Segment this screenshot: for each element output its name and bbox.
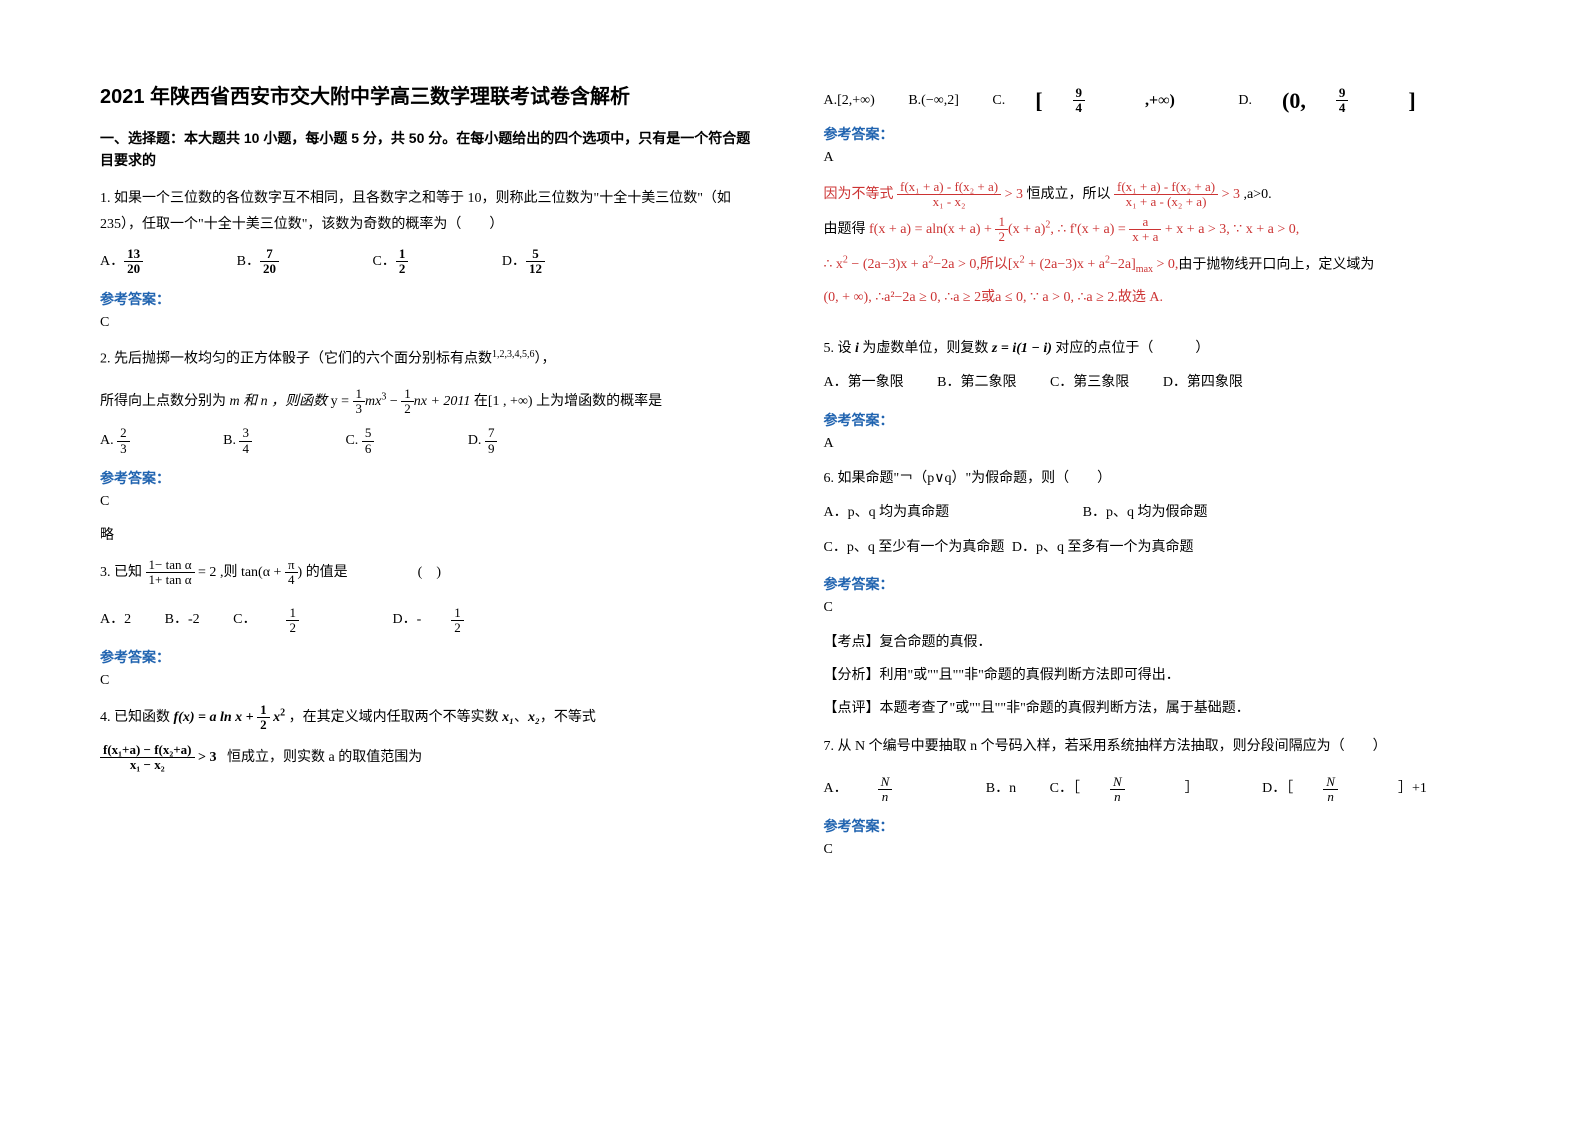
q5-answer: A [824, 436, 1488, 452]
q3-line: 3. 已知 1− tan α1+ tan α = 2 ,则 tan(α + π4… [100, 558, 764, 588]
right-column: A.[2,+∞) B.(−∞,2] C.[94,+∞) D.(0,94] 参考答… [824, 80, 1488, 872]
q7-options: A．Nn B．n C．［Nn］ D．［Nn］+1 [824, 775, 1488, 805]
q4-answer-label: 参考答案： [824, 124, 1488, 144]
q4-option-a: A.[2,+∞) [824, 93, 875, 109]
q3-option-a: A．2 [100, 607, 131, 634]
q1-option-a: A．1320 [100, 247, 203, 277]
q2-option-c: C. 56 [345, 426, 434, 456]
q5-text: 5. 设 i 为虚数单位，则复数 z = i(1 − i) 对应的点位于（ ） [824, 336, 1488, 363]
q5-option-c: C．第三象限 [1050, 370, 1129, 397]
q5-answer-label: 参考答案： [824, 410, 1488, 430]
q2-line1: 2. 先后抛掷一枚均匀的正方体骰子（它们的六个面分别标有点数1,2,3,4,5,… [100, 345, 764, 373]
q2-options: A. 23 B. 34 C. 56 D. 79 [100, 426, 764, 456]
page: 2021 年陕西省西安市交大附中学高三数学理联考试卷含解析 一、选择题：本大题共… [0, 0, 1587, 912]
q1-text: 1. 如果一个三位数的各位数字互不相同，且各数字之和等于 10，则称此三位数为"… [100, 186, 764, 239]
q7-option-b: B．n [986, 776, 1016, 803]
exam-title: 2021 年陕西省西安市交大附中学高三数学理联考试卷含解析 [100, 80, 764, 109]
q6-option-b: B．p、q 均为假命题 [1083, 500, 1208, 527]
q2-option-b: B. 34 [223, 426, 312, 456]
q1-option-d: D．512 [502, 247, 605, 277]
q5-options: A．第一象限 B．第二象限 C．第三象限 D．第四象限 [824, 370, 1488, 397]
q3-answer-label: 参考答案： [100, 647, 764, 667]
q3-options: A．2 B．-2 C．12 D．- 12 [100, 606, 764, 636]
q4-solution-3: ∴ x2 − (2a−3)x + a2−2a > 0,所以[x2 + (2a−3… [824, 251, 1488, 279]
q3-option-b: B．-2 [165, 607, 200, 634]
q6-answer: C [824, 600, 1488, 616]
q6-tag2: 【分析】利用"或""且""非"命题的真假判断方法即可得出． [824, 663, 1488, 690]
q2-option-a: A. 23 [100, 426, 190, 456]
q3-answer: C [100, 673, 764, 689]
q2-line2: 所得向上点数分别为 m 和 n ，则函数 y = 13mx3 − 12nx + … [100, 387, 764, 417]
q6-answer-label: 参考答案： [824, 574, 1488, 594]
q4-solution-1: 因为不等式 f(x₁ + a) - f(x₂ + a)x₁ - x₂ > 3 恒… [824, 180, 1488, 210]
question-5: 5. 设 i 为虚数单位，则复数 z = i(1 − i) 对应的点位于（ ） … [824, 336, 1488, 398]
q2-brief: 略 [100, 524, 764, 544]
question-2: 2. 先后抛掷一枚均匀的正方体骰子（它们的六个面分别标有点数1,2,3,4,5,… [100, 345, 764, 456]
q7-option-a: A．Nn [824, 775, 953, 805]
question-1: 1. 如果一个三位数的各位数字互不相同，且各数字之和等于 10，则称此三位数为"… [100, 186, 764, 277]
q4-option-c: C.[94,+∞) [992, 86, 1205, 116]
q7-option-c: C．［Nn］ [1050, 775, 1229, 805]
q4-line2: f(x₁+a) − f(x₂+a)x₁ − x₂ > 3 恒成立，则实数 a 的… [100, 743, 764, 773]
q4-options: A.[2,+∞) B.(−∞,2] C.[94,+∞) D.(0,94] [824, 86, 1488, 116]
question-7: 7. 从 N 个编号中要抽取 n 个号码入样，若采用系统抽样方法抽取，则分段间隔… [824, 734, 1488, 804]
q2-answer: C [100, 494, 764, 510]
q4-solution-2: 由题得 f(x + a) = aln(x + a) + 12(x + a)2, … [824, 215, 1488, 245]
question-4: 4. 已知函数 f(x) = a ln x + 12 x2 ，在其定义域内任取两… [100, 703, 764, 772]
q6-options-row1: A．p、q 均为真命题 B．p、q 均为假命题 [824, 500, 1488, 527]
q7-option-d: D．［Nn］+1 [1262, 775, 1457, 805]
q3-option-d: D．- 12 [392, 606, 523, 636]
q7-answer-label: 参考答案： [824, 816, 1488, 836]
q5-option-a: A．第一象限 [824, 370, 904, 397]
q2-option-d: D. 79 [468, 426, 558, 456]
q4-option-b: B.(−∞,2] [908, 93, 959, 109]
q6-option-a: A．p、q 均为真命题 [824, 500, 950, 527]
q1-answer: C [100, 315, 764, 331]
q6-tag3: 【点评】本题考查了"或""且""非"命题的真假判断方法，属于基础题． [824, 696, 1488, 723]
q7-answer: C [824, 842, 1488, 858]
q3-option-c: C．12 [233, 606, 359, 636]
q1-answer-label: 参考答案： [100, 289, 764, 309]
q5-option-d: D．第四象限 [1163, 370, 1243, 397]
question-3: 3. 已知 1− tan α1+ tan α = 2 ,则 tan(α + π4… [100, 558, 764, 635]
section-1-header: 一、选择题：本大题共 10 小题，每小题 5 分，共 50 分。在每小题给出的四… [100, 127, 764, 172]
question-6: 6. 如果命题"￢（p∨q）"为假命题，则（ ） A．p、q 均为真命题 B．p… [824, 466, 1488, 563]
q6-options-row2: C．p、q 至少有一个为真命题 D．p、q 至多有一个为真命题 [824, 535, 1488, 562]
q5-option-b: B．第二象限 [937, 370, 1016, 397]
left-column: 2021 年陕西省西安市交大附中学高三数学理联考试卷含解析 一、选择题：本大题共… [100, 80, 764, 872]
q1-option-c: C．12 [372, 247, 468, 277]
q4-answer: A [824, 150, 1488, 166]
q6-tag1: 【考点】复合命题的真假． [824, 630, 1488, 657]
q4-solution-4: (0, + ∞), ∴a²−2a ≥ 0, ∴a ≥ 2或a ≤ 0, ∵ a … [824, 285, 1488, 312]
q1-option-b: B．720 [237, 247, 339, 277]
q2-answer-label: 参考答案： [100, 468, 764, 488]
q6-option-d: D．p、q 至多有一个为真命题 [1012, 535, 1194, 562]
q4-line1: 4. 已知函数 f(x) = a ln x + 12 x2 ，在其定义域内任取两… [100, 703, 764, 733]
q4-option-d: D.(0,94] [1238, 86, 1445, 116]
q6-option-c: C．p、q 至少有一个为真命题 [824, 535, 1005, 562]
q7-text: 7. 从 N 个编号中要抽取 n 个号码入样，若采用系统抽样方法抽取，则分段间隔… [824, 734, 1488, 761]
q6-text: 6. 如果命题"￢（p∨q）"为假命题，则（ ） [824, 466, 1488, 493]
q1-options: A．1320 B．720 C．12 D．512 [100, 247, 764, 277]
